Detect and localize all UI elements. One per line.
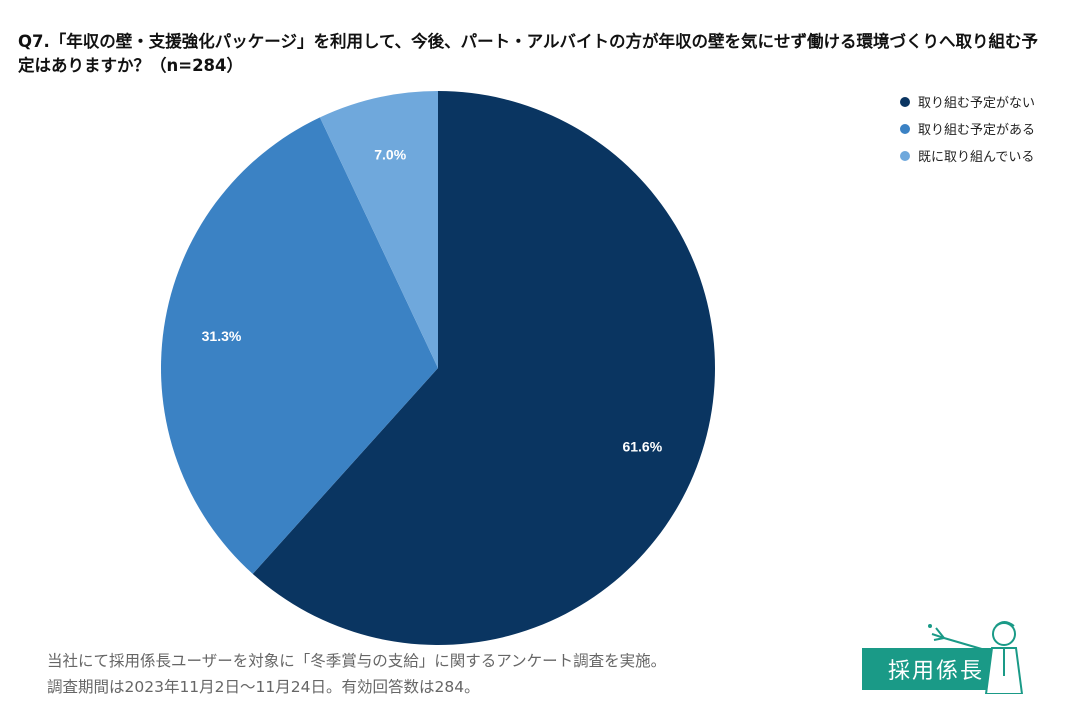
- logo-text: 採用係長: [887, 659, 984, 684]
- legend-marker: [900, 150, 910, 161]
- legend-item: 取り組む予定がない: [900, 88, 1035, 115]
- legend-item: 既に取り組んでいる: [900, 142, 1035, 169]
- pie-labels: 61.6% 31.3% 7.0%: [202, 146, 663, 454]
- pie-slices: [161, 91, 715, 645]
- brand-logo: 採用係長: [862, 616, 1038, 694]
- pie-slice: [161, 117, 438, 574]
- slice-value-label: 7.0%: [374, 146, 406, 162]
- legend-label: 取り組む予定がある: [918, 123, 1036, 138]
- slice-value-label: 31.3%: [202, 328, 242, 344]
- mascot-icon: [928, 621, 1024, 694]
- legend-label: 取り組む予定がない: [918, 96, 1036, 111]
- chart-title: Q7.「年収の壁・支援強化パッケージ」を利用して、今後、パート・アルバイトの方が…: [18, 32, 1038, 75]
- pie-slice: [319, 91, 438, 368]
- survey-note-line: 調査期間は2023年11月2日〜11月24日。有効回答数は284。: [47, 678, 480, 696]
- legend-item: 取り組む予定がある: [900, 115, 1035, 142]
- legend: 取り組む予定がない 取り組む予定がある 既に取り組んでいる: [900, 88, 1035, 169]
- survey-note-line: 当社にて採用係長ユーザーを対象に「冬季賞与の支給」に関するアンケート調査を実施。: [47, 652, 667, 670]
- legend-marker: [900, 123, 910, 134]
- slice-value-label: 61.6%: [622, 438, 662, 454]
- logo-box: 採用係長: [862, 648, 1010, 690]
- legend-marker: [900, 96, 910, 107]
- survey-note: 当社にて採用係長ユーザーを対象に「冬季賞与の支給」に関するアンケート調査を実施。…: [47, 648, 666, 700]
- legend-label: 既に取り組んでいる: [918, 150, 1035, 165]
- pie-slice: [252, 91, 715, 645]
